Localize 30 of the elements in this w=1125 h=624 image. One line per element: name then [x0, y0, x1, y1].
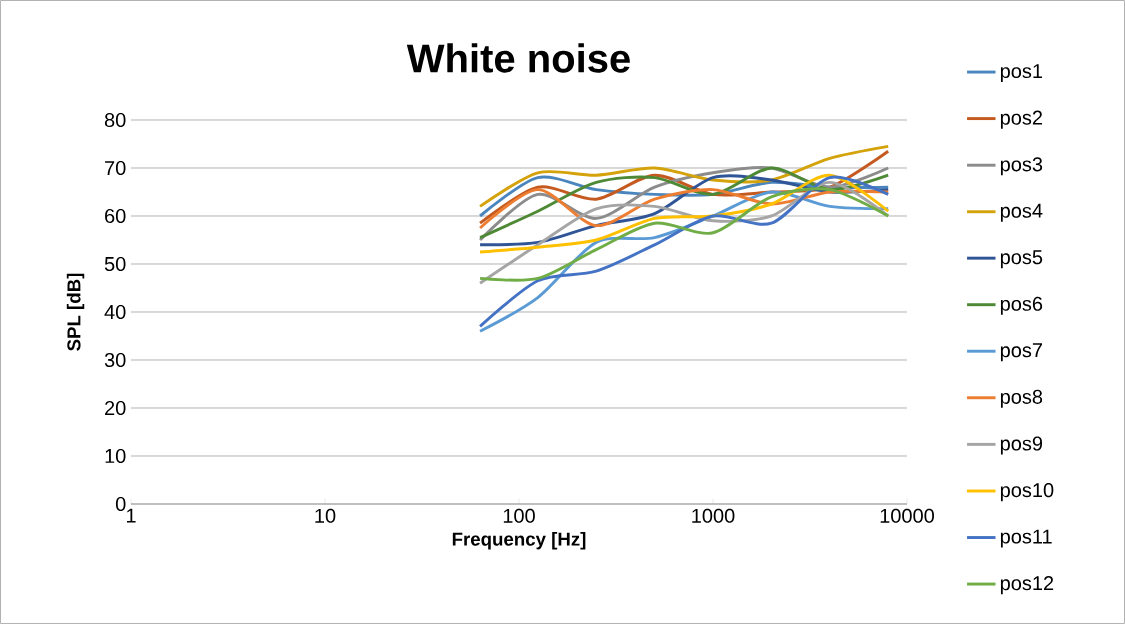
legend-label: pos8: [1000, 389, 1043, 408]
x-tick-label: 100: [503, 508, 535, 523]
x-axis-title: Frequency [Hz]: [452, 532, 586, 550]
legend-label: pos3: [1000, 157, 1043, 176]
y-tick-label: 50: [104, 256, 126, 272]
legend-label: pos10: [1000, 483, 1054, 502]
legend-label: pos5: [1000, 250, 1043, 269]
legend-label: pos12: [1000, 576, 1054, 595]
y-tick-label: 60: [105, 208, 126, 224]
y-tick-label: 30: [104, 352, 126, 368]
x-tick-label: 10000: [880, 508, 934, 523]
legend-label: pos9: [1000, 436, 1043, 455]
legend-label: pos2: [1000, 110, 1042, 129]
y-tick-label: 0: [115, 496, 126, 512]
line-series: [478, 144, 890, 208]
y-tick-label: 20: [105, 400, 126, 416]
chart-title: White noise: [406, 43, 630, 73]
y-tick-label: 70: [105, 160, 126, 176]
y-tick-label: 10: [105, 448, 126, 464]
x-tick-label: 1: [126, 508, 136, 523]
x-tick-label: 10: [315, 508, 336, 523]
legend-label: pos1: [1000, 64, 1043, 83]
legend-label: pos6: [1000, 296, 1043, 315]
x-tick-label: 1000: [692, 508, 735, 523]
y-axis-title: SPL [dB]: [66, 273, 85, 351]
y-tick-label: 80: [104, 112, 126, 128]
legend-label: pos4: [1000, 203, 1043, 222]
legend-label: pos11: [1000, 529, 1052, 548]
legend-label: pos7: [1000, 343, 1042, 362]
y-tick-label: 40: [104, 304, 126, 320]
